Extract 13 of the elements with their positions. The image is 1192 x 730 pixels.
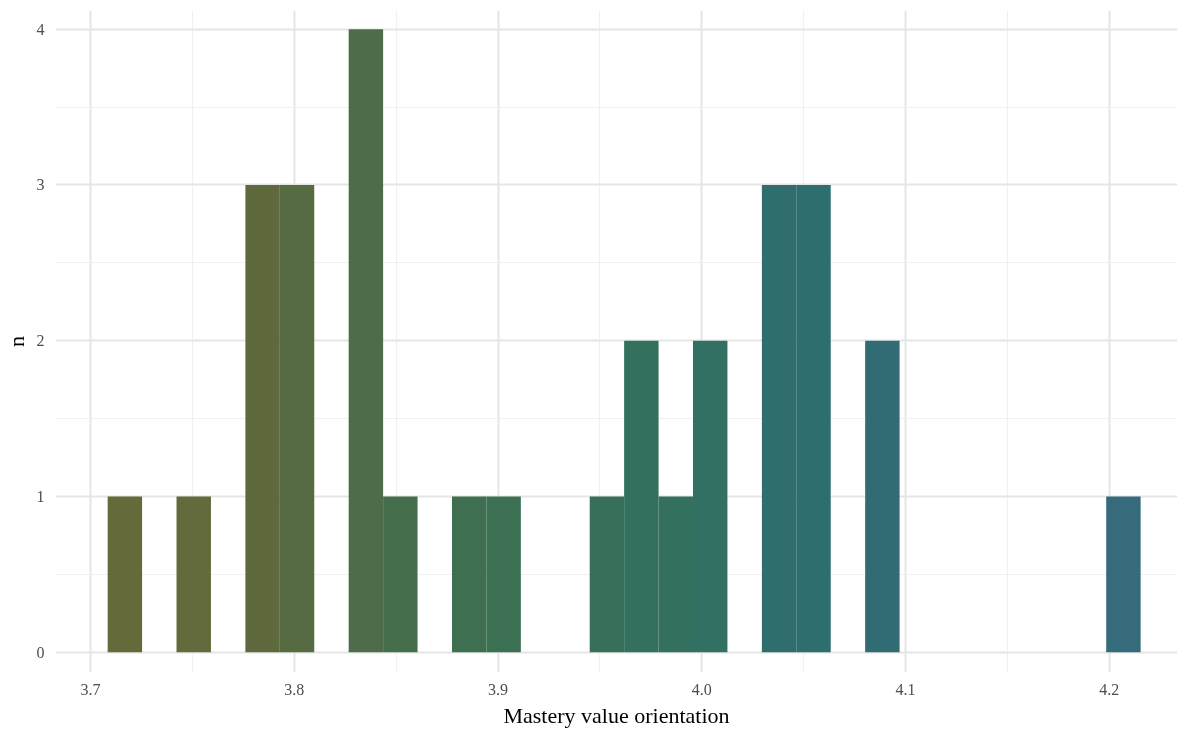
x-tick-label: 3.9 <box>488 680 509 698</box>
y-tick-label: 2 <box>36 332 45 350</box>
y-tick-label: 4 <box>36 20 45 38</box>
x-tick-label: 3.7 <box>80 680 101 698</box>
y-tick-label: 0 <box>36 643 45 661</box>
y-axis-title: n <box>3 336 29 347</box>
x-tick-label: 4.1 <box>895 680 916 698</box>
x-tick-label: 4.0 <box>691 680 712 698</box>
y-tick-label: 3 <box>36 176 45 194</box>
x-tick-label: 3.8 <box>284 680 305 698</box>
x-axis-title: Mastery value orientation <box>503 702 730 728</box>
x-tick-label: 4.2 <box>1099 680 1120 698</box>
y-tick-label: 1 <box>36 487 45 505</box>
